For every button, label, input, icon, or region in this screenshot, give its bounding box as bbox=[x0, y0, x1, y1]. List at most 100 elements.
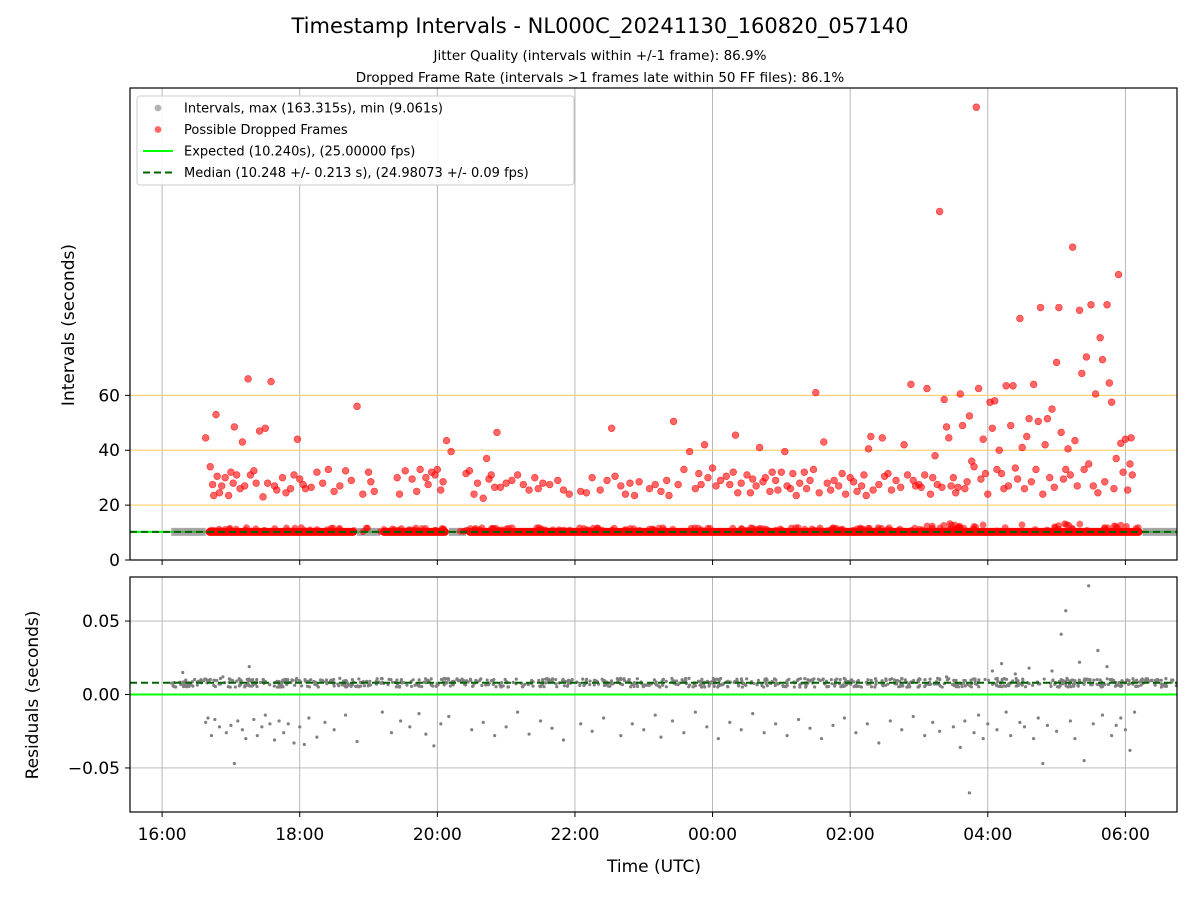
dropped-frame-point bbox=[416, 465, 424, 474]
dropped-frame-point bbox=[611, 472, 619, 481]
residual-point bbox=[911, 714, 915, 719]
residual-point bbox=[470, 728, 474, 732]
dropped-frame-point bbox=[862, 491, 870, 500]
dropped-frame-point bbox=[267, 377, 275, 386]
residual-point bbox=[1054, 729, 1059, 733]
residual-point bbox=[1092, 678, 1096, 682]
dropped-frame-point bbox=[1076, 520, 1084, 528]
legend-label: Expected (10.240s), (25.00000 fps) bbox=[184, 145, 415, 160]
residual-point bbox=[684, 679, 688, 683]
residual-point bbox=[725, 684, 730, 689]
dropped-frame-point bbox=[938, 483, 946, 491]
residual-point bbox=[1156, 678, 1160, 682]
dropped-frame-point bbox=[630, 491, 639, 500]
residual-point bbox=[973, 677, 977, 681]
residual-point bbox=[579, 722, 583, 726]
dropped-frame-point bbox=[972, 103, 981, 111]
residual-point bbox=[917, 677, 921, 681]
residual-point bbox=[346, 683, 350, 687]
residual-point bbox=[869, 685, 874, 689]
residual-point bbox=[774, 678, 778, 682]
residual-point bbox=[664, 685, 668, 689]
residual-point bbox=[740, 685, 744, 689]
dropped-frame-point bbox=[917, 483, 925, 491]
residual-point bbox=[830, 682, 834, 686]
residual-point bbox=[654, 680, 658, 684]
dropped-frame-point bbox=[716, 476, 725, 485]
residual-point bbox=[616, 678, 621, 682]
dropped-frame-point bbox=[691, 524, 698, 532]
residual-point bbox=[684, 676, 688, 681]
residual-point bbox=[292, 741, 296, 745]
residual-point bbox=[1000, 677, 1004, 682]
residual-point bbox=[588, 679, 592, 683]
residual-point bbox=[1064, 609, 1068, 613]
dropped-frame-point bbox=[562, 527, 570, 535]
residual-point bbox=[660, 683, 665, 687]
residual-point bbox=[808, 726, 812, 730]
dropped-frame-point bbox=[364, 468, 373, 476]
residual-point bbox=[1069, 685, 1073, 689]
residual-point bbox=[561, 738, 566, 742]
residual-point bbox=[838, 678, 842, 682]
residual-point bbox=[1100, 683, 1104, 687]
residual-point bbox=[1090, 683, 1094, 687]
dropped-frame-point bbox=[990, 397, 999, 405]
dropped-frame-point bbox=[424, 480, 432, 489]
dropped-frame-point bbox=[674, 480, 682, 489]
dropped-frame-point bbox=[708, 464, 717, 472]
dropped-frame-point bbox=[261, 527, 268, 535]
dropped-frame-point bbox=[997, 469, 1006, 478]
residual-point bbox=[1111, 678, 1115, 682]
dropped-frame-point bbox=[657, 487, 665, 496]
dropped-frame-point bbox=[508, 476, 516, 485]
dropped-frame-point bbox=[875, 480, 883, 489]
residual-point bbox=[763, 679, 767, 683]
residual-point bbox=[209, 734, 214, 738]
residual-point bbox=[184, 678, 188, 682]
dropped-frame-point bbox=[1001, 524, 1009, 532]
residual-point bbox=[1082, 758, 1086, 763]
dropped-frame-point bbox=[1123, 522, 1130, 530]
bottom-y-tick-label: 0.05 bbox=[82, 612, 120, 632]
dropped-frame-point bbox=[212, 410, 220, 419]
residual-point bbox=[859, 685, 864, 689]
dropped-frame-point bbox=[473, 479, 482, 487]
x-tick-label: 02:00 bbox=[826, 825, 875, 845]
residual-point bbox=[1164, 677, 1168, 681]
residual-point bbox=[192, 677, 197, 682]
dropped-frame-point bbox=[341, 467, 350, 475]
dropped-frame-point bbox=[1105, 379, 1114, 387]
dropped-frame-point bbox=[755, 443, 764, 452]
dropped-frame-point bbox=[900, 441, 908, 449]
residual-point bbox=[208, 677, 212, 682]
dropped-frame-point bbox=[470, 490, 478, 498]
residual-point bbox=[503, 677, 507, 682]
residual-point bbox=[632, 681, 636, 685]
legend: Intervals, max (163.315s), min (9.061s) P… bbox=[136, 95, 575, 186]
dropped-frame-point bbox=[738, 525, 745, 532]
dropped-frame-point bbox=[1119, 468, 1127, 476]
residual-point bbox=[1131, 677, 1135, 681]
dropped-frame-point bbox=[401, 467, 409, 475]
residual-point bbox=[728, 720, 732, 725]
dropped-frame-point bbox=[489, 525, 497, 532]
dropped-frame-point bbox=[801, 525, 809, 533]
dropped-frame-point bbox=[439, 478, 447, 486]
dropped-frame-point bbox=[946, 525, 954, 533]
residual-point bbox=[630, 722, 634, 726]
residual-point bbox=[315, 735, 319, 739]
dropped-frame-point bbox=[395, 490, 404, 498]
residual-point bbox=[895, 678, 899, 683]
dropped-frame-point bbox=[238, 438, 247, 446]
legend-label: Possible Dropped Frames bbox=[184, 123, 348, 138]
residual-point bbox=[713, 678, 717, 682]
dropped-frame-point bbox=[1114, 270, 1123, 279]
dropped-frame-point bbox=[1027, 478, 1036, 486]
dropped-frame-point bbox=[896, 527, 903, 535]
dropped-frame-point bbox=[1016, 314, 1024, 323]
dropped-frame-point bbox=[796, 479, 804, 487]
residual-point bbox=[588, 683, 592, 687]
dropped-frame-point bbox=[218, 482, 226, 490]
dropped-frame-point bbox=[261, 424, 270, 432]
